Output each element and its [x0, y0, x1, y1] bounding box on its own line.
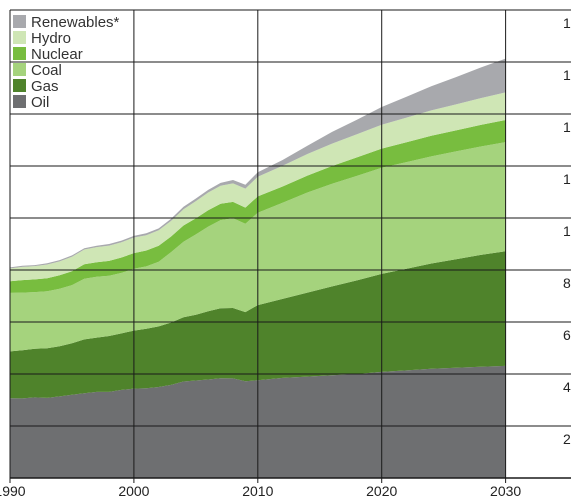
legend-item-gas: Gas [13, 78, 59, 95]
y-tick-label: 8 [563, 275, 571, 291]
legend-label: Renewables* [31, 14, 120, 31]
x-tick-label: 2020 [366, 483, 397, 497]
legend-item-nuclear: Nuclear [13, 46, 83, 63]
y-tick-label: 12 [563, 171, 571, 187]
x-tick-label: 2030 [490, 483, 521, 497]
legend-label: Hydro [31, 30, 71, 47]
legend-label: Gas [31, 78, 59, 95]
legend-swatch [13, 15, 26, 28]
legend-item-hydro: Hydro [13, 30, 71, 47]
y-tick-label: 2 [563, 431, 571, 447]
y-tick-label: 10 [563, 223, 571, 239]
legend-item-oil: Oil [13, 94, 49, 111]
x-tick-label: 2000 [118, 483, 149, 497]
y-tick-label: 18 [563, 15, 571, 31]
y-tick-label: 6 [563, 327, 571, 343]
legend-label: Oil [31, 94, 49, 111]
legend-swatch [13, 95, 26, 108]
legend-swatch [13, 79, 26, 92]
y-tick-label: 14 [563, 119, 571, 135]
y-tick-label: 4 [563, 379, 571, 395]
legend-item-coal: Coal [13, 62, 62, 79]
legend-swatch [13, 31, 26, 44]
y-axis-ticks: 2 4 6 8 10 12 14 16 18 [563, 15, 571, 447]
legend-swatch [13, 63, 26, 76]
x-tick-label: 2010 [242, 483, 273, 497]
y-tick-label: 16 [563, 67, 571, 83]
legend-label: Nuclear [31, 46, 83, 63]
gridlines [9, 9, 571, 479]
legend-item-renewables: Renewables* [13, 14, 120, 31]
legend-label: Coal [31, 62, 62, 79]
legend-swatch [13, 47, 26, 60]
